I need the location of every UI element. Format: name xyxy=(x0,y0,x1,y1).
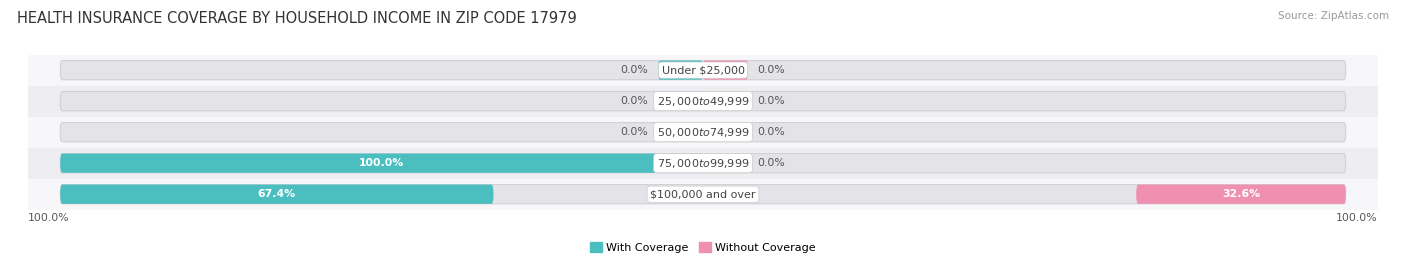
Bar xyxy=(28,86,1378,117)
FancyBboxPatch shape xyxy=(658,91,703,111)
Text: 0.0%: 0.0% xyxy=(758,158,786,168)
Text: $100,000 and over: $100,000 and over xyxy=(650,189,756,199)
Text: Source: ZipAtlas.com: Source: ZipAtlas.com xyxy=(1278,11,1389,21)
FancyBboxPatch shape xyxy=(60,154,1346,173)
Text: 100.0%: 100.0% xyxy=(359,158,405,168)
Bar xyxy=(28,55,1378,86)
Text: 100.0%: 100.0% xyxy=(1336,213,1378,224)
Text: 67.4%: 67.4% xyxy=(257,189,295,199)
Text: $25,000 to $49,999: $25,000 to $49,999 xyxy=(657,95,749,108)
FancyBboxPatch shape xyxy=(60,123,1346,142)
Bar xyxy=(28,117,1378,148)
FancyBboxPatch shape xyxy=(60,61,1346,80)
FancyBboxPatch shape xyxy=(703,91,748,111)
FancyBboxPatch shape xyxy=(658,61,703,80)
FancyBboxPatch shape xyxy=(60,185,1346,204)
FancyBboxPatch shape xyxy=(60,185,494,204)
Text: 0.0%: 0.0% xyxy=(620,127,648,137)
FancyBboxPatch shape xyxy=(60,154,703,173)
FancyBboxPatch shape xyxy=(60,91,1346,111)
Text: $50,000 to $74,999: $50,000 to $74,999 xyxy=(657,126,749,139)
Text: 0.0%: 0.0% xyxy=(758,65,786,75)
Text: $75,000 to $99,999: $75,000 to $99,999 xyxy=(657,157,749,170)
Text: 0.0%: 0.0% xyxy=(758,96,786,106)
Text: 0.0%: 0.0% xyxy=(758,127,786,137)
FancyBboxPatch shape xyxy=(703,123,748,142)
Bar xyxy=(28,179,1378,210)
Text: HEALTH INSURANCE COVERAGE BY HOUSEHOLD INCOME IN ZIP CODE 17979: HEALTH INSURANCE COVERAGE BY HOUSEHOLD I… xyxy=(17,11,576,26)
Text: 32.6%: 32.6% xyxy=(1222,189,1260,199)
Text: 100.0%: 100.0% xyxy=(28,213,70,224)
Legend: With Coverage, Without Coverage: With Coverage, Without Coverage xyxy=(591,242,815,253)
Text: Under $25,000: Under $25,000 xyxy=(661,65,745,75)
FancyBboxPatch shape xyxy=(703,61,748,80)
Text: 0.0%: 0.0% xyxy=(620,65,648,75)
Bar xyxy=(28,148,1378,179)
FancyBboxPatch shape xyxy=(658,123,703,142)
FancyBboxPatch shape xyxy=(1136,185,1346,204)
Text: 0.0%: 0.0% xyxy=(620,96,648,106)
FancyBboxPatch shape xyxy=(703,154,748,173)
